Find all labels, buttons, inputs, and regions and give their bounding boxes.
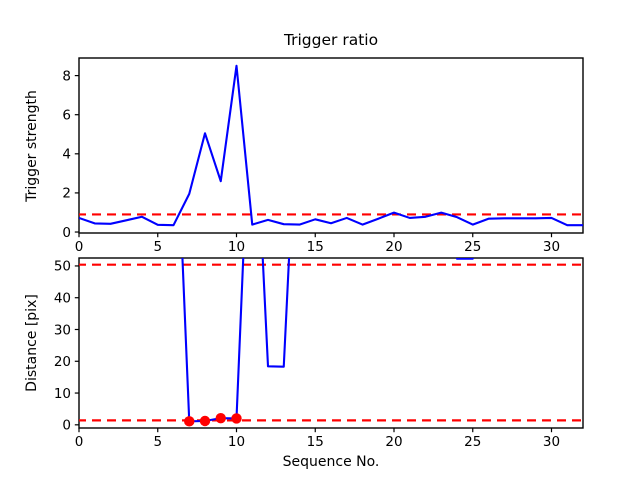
x-tick-label: 15 <box>307 434 324 450</box>
chart-title: Trigger ratio <box>283 31 378 49</box>
x-tick-label: 25 <box>464 239 481 255</box>
x-tick-label: 20 <box>385 239 402 255</box>
x-tick-label: 30 <box>543 434 560 450</box>
x-tick-label: 15 <box>307 239 324 255</box>
x-tick-label: 20 <box>385 434 402 450</box>
y-tick-label: 10 <box>54 386 71 402</box>
y-axis-ticks-top: 0 2 4 6 8 <box>62 68 79 241</box>
x-tick-label: 10 <box>228 239 245 255</box>
detected-point-marker <box>184 416 195 427</box>
x-axis-label-bottom: Sequence No. <box>283 454 380 470</box>
plot-frame <box>78 57 584 234</box>
x-tick-label: 0 <box>75 239 84 255</box>
plot-frame <box>78 257 584 429</box>
detected-point-markers <box>184 412 242 427</box>
x-tick-label: 10 <box>228 434 245 450</box>
x-tick-label: 5 <box>153 239 162 255</box>
data-line-trigger-strength <box>79 64 583 227</box>
x-tick-label: 0 <box>75 434 84 450</box>
plot-background-bottom <box>79 258 583 428</box>
x-tick-label: 25 <box>464 434 481 450</box>
detected-point-marker <box>199 415 211 427</box>
y-tick-label: 8 <box>62 68 71 84</box>
y-tick-label: 40 <box>54 291 71 307</box>
y-axis-label-bottom: Distance [pix] <box>24 294 40 392</box>
x-tick-label: 30 <box>543 239 560 255</box>
y-axis-label-top: Trigger strength <box>24 90 40 203</box>
axes-trigger-ratio: Trigger ratio 0 5 10 15 20 25 30 0 2 4 6 8 Trigger… <box>24 31 584 272</box>
y-tick-label: 4 <box>62 147 71 163</box>
x-axis-ticks-top: 0 5 10 15 20 25 30 <box>75 233 560 255</box>
y-tick-label: 30 <box>54 322 71 338</box>
detected-point-marker <box>215 412 226 424</box>
y-axis-ticks-bottom: 0 10 20 30 40 50 <box>54 259 79 434</box>
y-tick-label: 0 <box>62 418 71 434</box>
x-axis-ticks-bottom: 0 5 10 15 20 25 30 <box>75 428 560 450</box>
y-tick-label: 6 <box>62 108 71 124</box>
y-tick-label: 2 <box>62 186 71 202</box>
x-tick-label: 5 <box>153 434 162 450</box>
y-tick-label: 20 <box>54 354 71 370</box>
y-tick-label: 0 <box>62 225 71 241</box>
detected-point-marker <box>231 413 242 424</box>
y-tick-label: 50 <box>54 259 71 275</box>
